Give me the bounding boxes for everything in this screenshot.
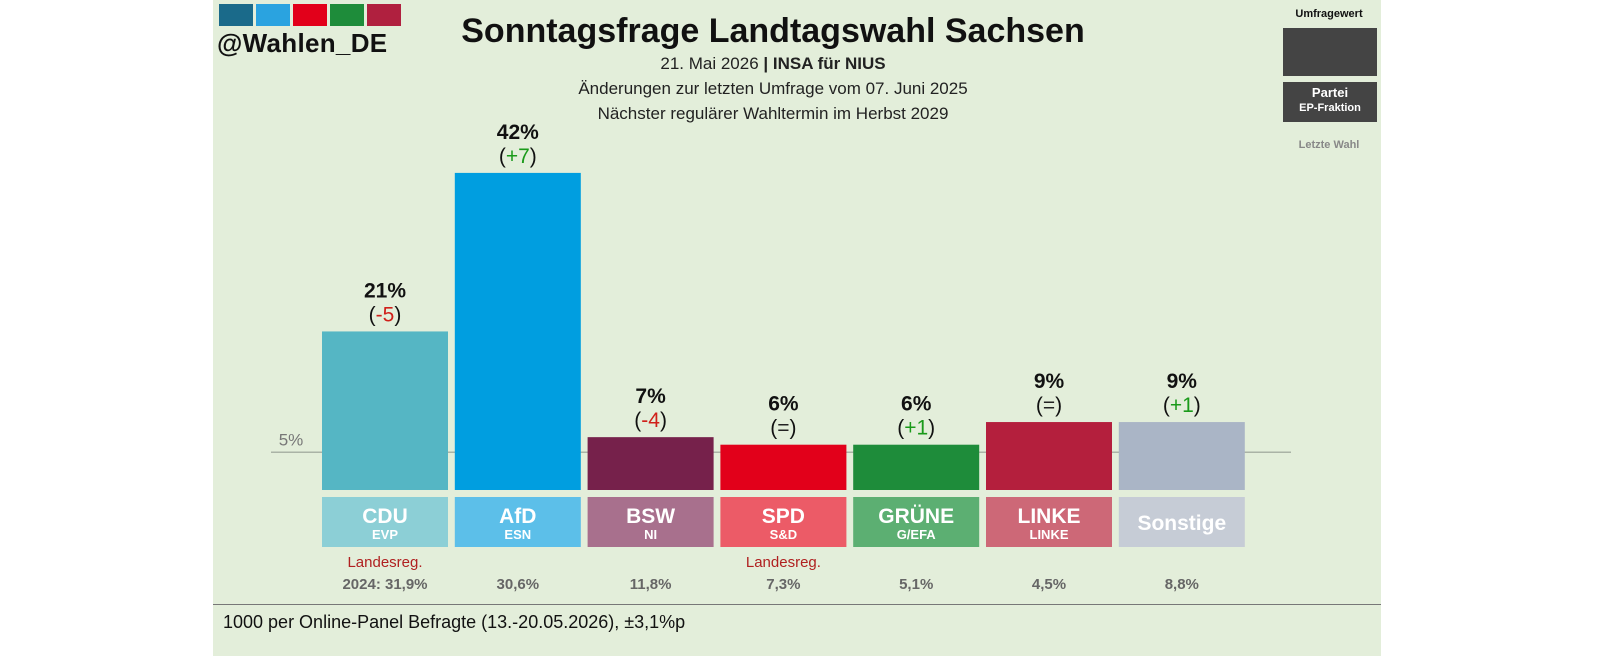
party-label-box: [587, 497, 714, 547]
bar-spd: [720, 444, 847, 490]
change-label: (+1): [1163, 394, 1201, 417]
party-faction: EVP: [372, 527, 398, 542]
party-name: CDU: [362, 505, 408, 528]
party-name: Sonstige: [1137, 512, 1226, 535]
source-handle: @Wahlen_DE: [217, 28, 388, 58]
value-label: 21%: [364, 279, 406, 302]
government-label: Landesreg.: [347, 554, 422, 571]
party-name: SPD: [762, 505, 805, 528]
party-label-box: [1118, 497, 1245, 547]
party-name: BSW: [626, 505, 675, 528]
change-label: (+1): [897, 417, 935, 440]
change-label: (=): [770, 417, 796, 440]
party-label-box: [986, 497, 1112, 547]
party-name: GRÜNE: [878, 505, 954, 528]
value-label: 7%: [635, 385, 666, 408]
last-election-value: 8,8%: [1165, 576, 1199, 593]
party-label-box: [322, 497, 448, 547]
last-election-value: 4,5%: [1032, 576, 1066, 593]
legend-party-label: Partei: [1311, 85, 1349, 100]
bar-cdu: [322, 331, 448, 490]
separator: |: [763, 54, 769, 73]
legend-last-vote-label: Letzte Wahl: [1298, 139, 1360, 151]
change-label: (-4): [634, 409, 667, 432]
value-label: 6%: [768, 393, 799, 416]
bar-linke: [986, 422, 1112, 490]
logo-bar: [293, 4, 327, 26]
party-faction: S&D: [770, 527, 797, 542]
party-faction: ESN: [504, 527, 531, 542]
chart-title: Sonntagsfrage Landtagswahl Sachsen: [461, 12, 1085, 50]
logo-color-bars: [219, 4, 401, 26]
value-label: 9%: [1167, 370, 1198, 393]
value-label: 9%: [1034, 370, 1065, 393]
party-faction: NI: [644, 527, 657, 542]
poll-date-line: 21. Mai 2026 | INSA für NIUS: [373, 54, 1173, 74]
last-election-value: 2024: 31,9%: [342, 576, 427, 593]
last-election-value: 7,3%: [766, 576, 800, 593]
party-label-box: [720, 497, 847, 547]
threshold-label: 5%: [279, 430, 304, 449]
bar-grüne: [853, 444, 980, 490]
value-label: 42%: [497, 121, 539, 144]
logo-bar: [256, 4, 290, 26]
change-label: (=): [1036, 394, 1062, 417]
bar-sonstige: [1118, 422, 1245, 490]
party-name: LINKE: [1018, 505, 1081, 528]
change-label: (+7): [499, 145, 537, 168]
legend-value-swatch: [1283, 28, 1377, 76]
party-faction: LINKE: [1030, 527, 1069, 542]
last-election-value: 30,6%: [497, 576, 540, 593]
footer-divider: [213, 604, 1381, 605]
last-election-value: 5,1%: [899, 576, 933, 593]
next-election-note: Nächster regulärer Wahltermin im Herbst …: [597, 104, 949, 123]
value-label: 6%: [901, 393, 932, 416]
party-label-box: [853, 497, 980, 547]
party-faction: G/EFA: [897, 527, 937, 542]
chart-card: @Wahlen_DE Sonntagsfrage Landtagswahl Sa…: [213, 0, 1381, 656]
party-label-box: [454, 497, 581, 547]
bar-bsw: [587, 437, 714, 490]
logo-bar: [330, 4, 364, 26]
legend-party-swatch: Partei EP-Fraktion: [1283, 82, 1377, 122]
logo-bar: [219, 4, 253, 26]
party-name: AfD: [499, 505, 536, 528]
legend-value-label: Umfragewert: [1295, 8, 1363, 20]
last-election-value: 11,8%: [630, 576, 672, 593]
legend-faction-label: EP-Fraktion: [1299, 102, 1361, 114]
footer-note: 1000 per Online-Panel Befragte (13.-20.0…: [223, 612, 686, 632]
legend: Umfragewert Partei EP-Fraktion Letzte Wa…: [1281, 0, 1381, 160]
government-label: Landesreg.: [746, 554, 821, 571]
poll-date: 21. Mai 2026: [660, 54, 759, 73]
bar-afd: [454, 172, 581, 490]
change-label: (-5): [369, 303, 402, 326]
pollster: INSA für NIUS: [772, 54, 886, 73]
change-note: Änderungen zur letzten Umfrage vom 07. J…: [578, 79, 968, 98]
logo-bar: [367, 4, 401, 26]
